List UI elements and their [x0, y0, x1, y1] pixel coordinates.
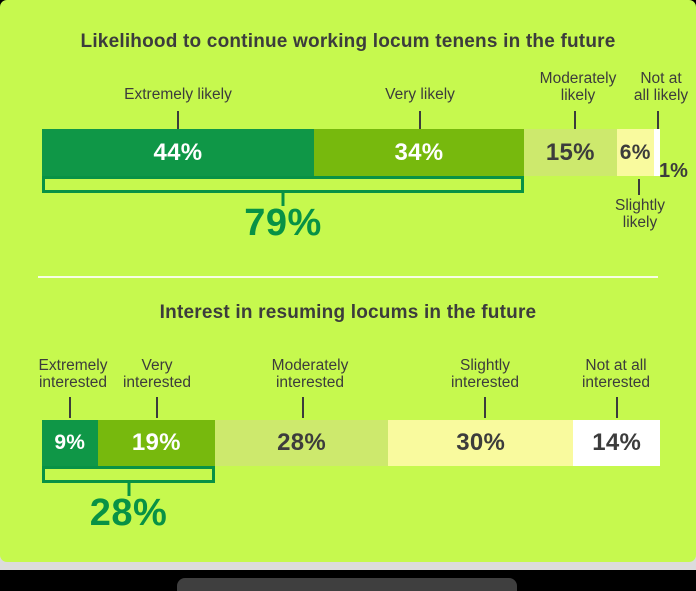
- leader-line: [177, 111, 179, 129]
- section-divider: [38, 276, 658, 278]
- chart2-label-moderately-interested: Moderately interested: [271, 357, 349, 391]
- bar-segment-not-at-all-likely: [653, 129, 660, 176]
- chart1-label-extremely-likely: Extremely likely: [124, 86, 232, 103]
- segment-value-label: 28%: [277, 429, 326, 456]
- bar-segment-not-at-all-interested: 14%: [573, 420, 660, 466]
- chart2-stacked-bar: 9% 19% 28% 30% 14%: [42, 420, 660, 466]
- chart2-label-extremely-interested: Extremely interested: [38, 357, 108, 391]
- bar-segment-slightly-interested: 30%: [388, 420, 574, 466]
- chart2-label-very-interested: Very interested: [122, 357, 192, 391]
- chart1-label-slightly-likely: Slightly likely: [615, 197, 665, 231]
- leader-line: [638, 179, 640, 195]
- chart1-label-very-likely: Very likely: [385, 86, 455, 103]
- bar-segment-very-interested: 19%: [97, 420, 216, 466]
- bar-segment-very-likely: 34%: [313, 129, 525, 176]
- leader-line: [616, 397, 618, 418]
- chart2-bracket-total: 28%: [89, 492, 168, 534]
- bracket-tick: [127, 483, 131, 496]
- segment-value-label: 34%: [394, 138, 444, 166]
- chart2-title: Interest in resuming locums in the futur…: [159, 302, 537, 323]
- bar-segment-moderately-likely: 15%: [524, 129, 617, 176]
- infographic-card: Likelihood to continue working locum ten…: [0, 0, 696, 562]
- leader-line: [302, 397, 304, 418]
- leader-line: [574, 111, 576, 129]
- chart1-bracket-zone: 79%: [42, 176, 660, 276]
- segment-value-label: 14%: [592, 429, 642, 456]
- chart2-bracket-zone: 28%: [42, 466, 660, 566]
- bar-segment-extremely-likely: 44%: [42, 129, 314, 176]
- chart1-label-moderately-likely: Moderately likely: [539, 70, 617, 104]
- bracket-outline: [42, 176, 525, 193]
- segment-value-label: 44%: [153, 138, 203, 166]
- segment-value-label: 9%: [54, 431, 86, 454]
- leader-line: [419, 111, 421, 129]
- leader-line: [69, 397, 71, 418]
- chart2-label-not-at-all-interested: Not at all interested: [581, 357, 651, 391]
- chart1-stacked-bar: 44% 34% 15% 6%: [42, 129, 660, 176]
- leader-line: [657, 111, 659, 130]
- chart1-bracket-total: 79%: [244, 202, 322, 244]
- bracket-tick: [281, 193, 285, 206]
- chart2-label-slightly-interested: Slightly interested: [450, 357, 520, 391]
- bar-segment-slightly-likely: 6%: [616, 129, 654, 176]
- segment-value-label: 6%: [619, 140, 651, 164]
- chart1-title: Likelihood to continue working locum ten…: [80, 31, 616, 52]
- bar-segment-moderately-interested: 28%: [215, 420, 389, 466]
- chart1-value-label-outside: 1%: [659, 160, 688, 182]
- leader-line: [156, 397, 158, 418]
- leader-line: [484, 397, 486, 418]
- segment-value-label: 15%: [545, 138, 595, 166]
- bracket-outline: [42, 466, 216, 483]
- chart1-label-not-at-all-likely: Not at all likely: [633, 70, 689, 104]
- cutoff-footer-pill[interactable]: [177, 578, 517, 591]
- segment-value-label: 30%: [456, 429, 506, 456]
- segment-value-label: 19%: [131, 429, 181, 456]
- bar-segment-extremely-interested: 9%: [42, 420, 98, 466]
